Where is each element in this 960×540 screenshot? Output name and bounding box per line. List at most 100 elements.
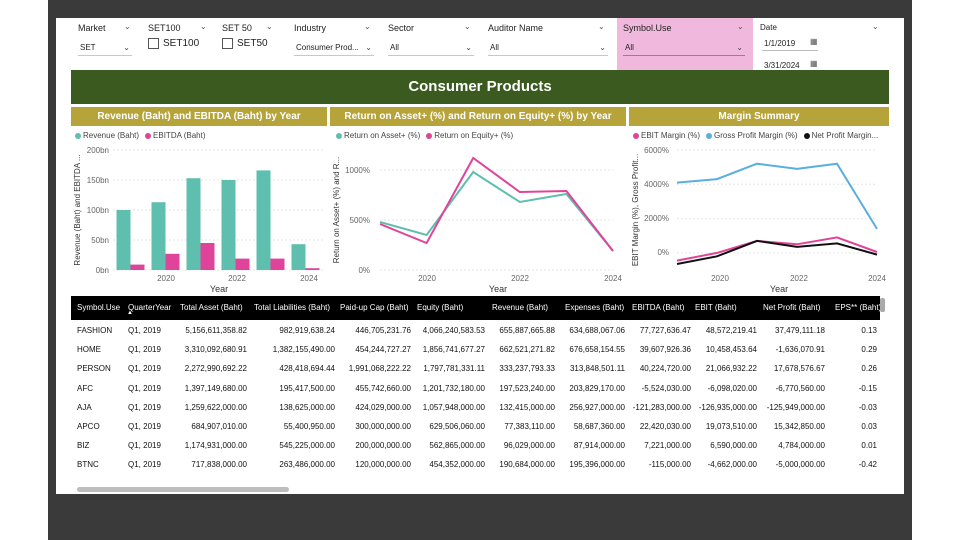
- table-row[interactable]: BTNC Q1, 2019 717,838,000.00 263,486,000.00…: [71, 457, 880, 476]
- sector-filter[interactable]: Sector ⌄ All ⌄: [382, 18, 476, 70]
- chevron-down-icon[interactable]: ⌄: [598, 22, 605, 31]
- horizontal-scrollbar[interactable]: [77, 487, 289, 492]
- table-cell: 717,838,000.00: [191, 460, 247, 470]
- industry-filter[interactable]: Industry ⌄ Consumer Prod... ⌄: [288, 18, 376, 70]
- auditor-filter-label: Auditor Name: [488, 23, 544, 33]
- legend-item[interactable]: Net Profit Margin...: [803, 131, 879, 140]
- set100-checkbox[interactable]: SET100: [148, 38, 199, 49]
- auditor-filter[interactable]: Auditor Name ⌄ All ⌄: [482, 18, 612, 70]
- market-dropdown[interactable]: SET ⌄: [78, 40, 132, 56]
- bar-revenue-2019: [116, 210, 131, 270]
- set50-filter[interactable]: SET 50 ⌄ SET50: [216, 18, 280, 70]
- margin-chart: EBIT Margin (%), Gross Profit... Year 60…: [631, 146, 886, 294]
- column-header[interactable]: Equity (Baht): [417, 303, 464, 312]
- xtick-label: 2022: [790, 274, 808, 283]
- column-header[interactable]: EBIT (Baht): [695, 303, 737, 312]
- legend-item[interactable]: Return on Asset+ (%): [336, 131, 420, 140]
- table-cell: BIZ: [77, 441, 90, 451]
- xtick-label: 2020: [711, 274, 729, 283]
- column-header[interactable]: EBITDA (Baht): [632, 303, 685, 312]
- ytick-label: 0%: [358, 266, 370, 275]
- table-row[interactable]: AFC Q1, 2019 1,397,149,680.00 195,417,500.0…: [71, 381, 880, 400]
- legend-item[interactable]: EBITDA (Baht): [145, 131, 206, 140]
- table-cell: -0.03: [858, 402, 877, 412]
- column-header[interactable]: EPS** (Baht): [835, 303, 882, 312]
- table-cell: -6,098,020.00: [707, 383, 757, 393]
- chevron-down-icon[interactable]: ⌄: [200, 22, 207, 31]
- chevron-down-icon[interactable]: ⌄: [266, 22, 273, 31]
- legend-dot-icon: [336, 132, 342, 139]
- column-header[interactable]: Net Profit (Baht): [763, 303, 821, 312]
- legend-item[interactable]: Return on Equity+ (%): [426, 131, 513, 140]
- calendar-icon[interactable]: ▦: [810, 59, 818, 68]
- bar-ebitda-2021: [200, 243, 215, 270]
- column-header[interactable]: QuarterYear: [128, 303, 172, 312]
- symbol-use-filter[interactable]: Symbol.Use ⌄ All ⌄: [617, 18, 753, 70]
- legend-item[interactable]: Gross Profit Margin (%): [705, 131, 798, 140]
- calendar-icon[interactable]: ▦: [810, 37, 818, 46]
- legend-item[interactable]: Revenue (Baht): [75, 131, 139, 140]
- table-cell: 455,742,660.00: [355, 383, 411, 393]
- industry-filter-label: Industry: [294, 23, 327, 33]
- market-filter[interactable]: Market ⌄ SET ⌄: [72, 18, 136, 70]
- set50-checkbox[interactable]: SET50: [222, 38, 268, 49]
- bar-revenue-2024: [291, 244, 306, 270]
- industry-dropdown[interactable]: Consumer Prod... ⌄: [294, 40, 374, 56]
- column-header[interactable]: Symbol.Use: [77, 303, 121, 312]
- table-row[interactable]: PERSON Q1, 2019 2,272,990,692.22 428,418,69…: [71, 361, 880, 380]
- table-cell: 300,000,000.00: [355, 422, 411, 431]
- legend-dot-icon: [145, 132, 152, 139]
- legend-label: Net Profit Margin...: [811, 131, 879, 140]
- table-row[interactable]: BIZ Q1, 2019 1,174,931,000.00 545,225,000.0…: [71, 438, 880, 457]
- table-cell: 22,420,030.00: [639, 422, 691, 431]
- table-cell: 138,625,000.00: [279, 402, 335, 412]
- bar-revenue-2021: [186, 178, 201, 270]
- table-cell: 1,856,741,677.27: [422, 345, 485, 355]
- table-cell: -121,283,000.00: [632, 402, 691, 412]
- table-cell: 6,590,000.00: [710, 441, 757, 451]
- table-row[interactable]: APCO Q1, 2019 684,907,010.00 55,400,950.00 3…: [71, 419, 880, 438]
- sector-dropdown[interactable]: All ⌄: [388, 40, 474, 56]
- ytick-label: 100bn: [87, 206, 109, 215]
- bar-revenue-2023: [256, 170, 271, 270]
- column-header[interactable]: Expenses (Baht): [565, 303, 625, 312]
- date-filter[interactable]: Date ⌄ 1/1/2019 ▦ 3/31/2024 ▦: [754, 18, 882, 73]
- set100-filter[interactable]: SET100 ⌄ SET100: [142, 18, 214, 70]
- symbol-use-dropdown[interactable]: All ⌄: [623, 40, 745, 56]
- revenue-chart-ylabel: Revenue (Baht) and EBITDA ...: [73, 154, 82, 265]
- column-header[interactable]: Paid-up Cap (Baht): [340, 303, 409, 312]
- industry-value: Consumer Prod...: [296, 43, 359, 52]
- column-header[interactable]: Total Liabilities (Baht): [254, 303, 331, 312]
- xtick-label: 2022: [511, 274, 529, 283]
- table-row[interactable]: HOME Q1, 2019 3,310,092,680.91 1,382,155,49…: [71, 342, 880, 361]
- auditor-dropdown[interactable]: All ⌄: [488, 40, 608, 56]
- table-row[interactable]: FASHION Q1, 2019 5,156,611,358.82 982,919,6…: [71, 323, 880, 342]
- table-cell: 1,797,781,331.11: [423, 364, 485, 374]
- page-title: Consumer Products: [71, 70, 889, 104]
- checkbox-box[interactable]: [222, 38, 233, 49]
- table-row[interactable]: AJA Q1, 2019 1,259,622,000.00 138,625,000.0…: [71, 400, 880, 419]
- bar-revenue-2022: [221, 180, 236, 270]
- legend-item[interactable]: EBIT Margin (%): [633, 131, 700, 140]
- ytick-label: 4000%: [644, 180, 669, 189]
- table-cell: HOME: [77, 345, 101, 355]
- column-header[interactable]: Revenue (Baht): [492, 303, 549, 312]
- vertical-scrollbar[interactable]: [880, 298, 885, 312]
- chevron-down-icon[interactable]: ⌄: [364, 22, 371, 31]
- returns-chart-ylabel: Return on Asset+ (%) and R...: [332, 157, 341, 264]
- xtick-label: 2024: [604, 274, 622, 283]
- table-cell: Q1, 2019: [128, 441, 161, 451]
- chevron-down-icon[interactable]: ⌄: [124, 22, 131, 31]
- sort-ascending-icon[interactable]: ▲: [127, 310, 133, 316]
- start-date-input[interactable]: 1/1/2019: [762, 37, 818, 51]
- sector-filter-label: Sector: [388, 23, 415, 33]
- chevron-down-icon[interactable]: ⌄: [464, 22, 471, 31]
- table-cell: 333,237,793.33: [499, 364, 555, 374]
- table-cell: 454,352,000.00: [429, 460, 485, 470]
- chevron-down-icon[interactable]: ⌄: [737, 22, 744, 31]
- chevron-down-icon: ⌄: [599, 43, 606, 52]
- chevron-down-icon[interactable]: ⌄: [872, 22, 879, 31]
- ytick-label: 150bn: [87, 176, 109, 185]
- checkbox-box[interactable]: [148, 38, 159, 49]
- column-header[interactable]: Total Asset (Baht): [180, 303, 243, 312]
